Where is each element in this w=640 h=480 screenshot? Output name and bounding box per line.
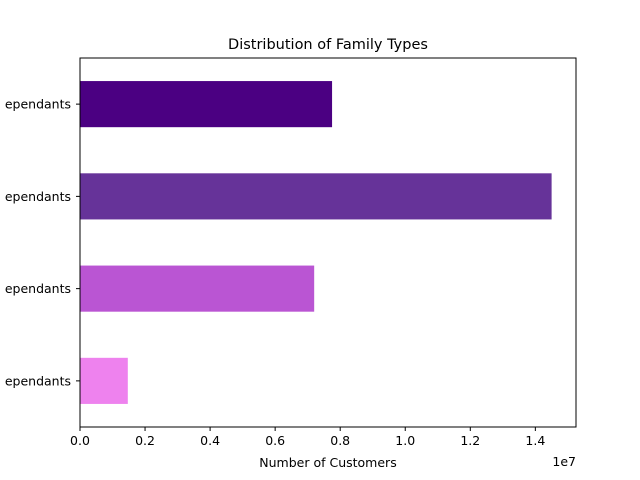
x-tick-label: 1.4 (525, 433, 545, 448)
bar-2 (80, 173, 552, 220)
y-tick-label: ependants (5, 281, 71, 296)
x-tick-label: 0.0 (70, 433, 90, 448)
bar-1 (80, 81, 333, 128)
x-tick-label: 1.0 (395, 433, 415, 448)
bar-3 (80, 265, 315, 312)
x-tick-label: 0.2 (135, 433, 155, 448)
x-tick-label: 0.8 (330, 433, 350, 448)
x-axis-offset-label: 1e7 (552, 454, 576, 469)
bar-4 (80, 357, 128, 404)
plot-frame (79, 57, 577, 428)
x-axis-label: Number of Customers (259, 455, 396, 470)
bars-group (80, 81, 552, 404)
x-axis: 0.0 0.2 0.4 0.6 0.8 1.0 1.2 1.4 (70, 427, 545, 448)
x-tick-label: 0.6 (265, 433, 285, 448)
x-tick-label: 1.2 (460, 433, 480, 448)
y-tick-label: ependants (5, 189, 71, 204)
y-tick-label: ependants (5, 97, 71, 112)
y-axis: ependants ependants ependants ependants (5, 97, 80, 388)
y-tick-label: ependants (5, 373, 71, 388)
chart-title: Distribution of Family Types (228, 37, 428, 53)
x-tick-label: 0.4 (200, 433, 220, 448)
